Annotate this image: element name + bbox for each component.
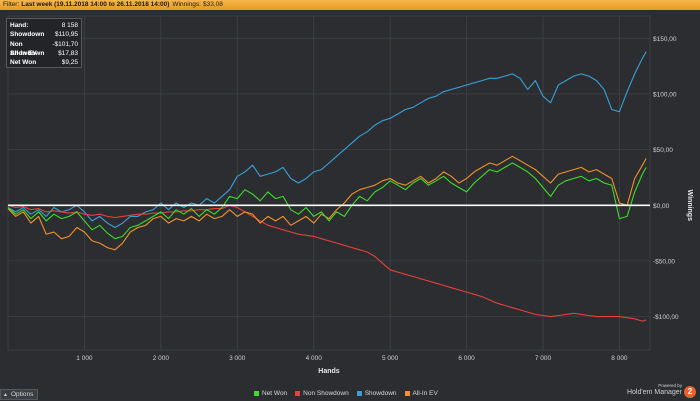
stat-value: $110,95 — [54, 31, 78, 39]
legend-label: All-In EV — [412, 389, 438, 397]
chart-grid — [7, 15, 651, 351]
x-tick-label: 3 000 — [229, 355, 246, 362]
x-tick-label: 8 000 — [611, 355, 628, 362]
series-line-net-won — [7, 162, 647, 240]
stat-label: Non Showdown — [10, 40, 45, 57]
stat-row-all-in-ev: All-In EV $17,83 — [10, 49, 78, 58]
x-tick-label: 7 000 — [535, 355, 552, 362]
winnings-value: $33,08 — [202, 1, 223, 8]
filter-label: Filter: — [3, 1, 20, 8]
stat-row-hands: Hand: 8 158 — [10, 21, 78, 30]
stat-label: Net Won — [10, 59, 37, 67]
stat-label: Showdown — [10, 31, 45, 39]
y-axis-label: Winnings — [686, 190, 693, 222]
legend-label: Net Won — [262, 389, 288, 397]
series-line-showdown — [7, 51, 647, 229]
stats-box: Hand: 8 158 Showdown $110,95 Non Showdow… — [6, 18, 82, 68]
filter-value: Last week (19.11.2018 14:00 to 26.11.201… — [21, 1, 170, 8]
y-tick-label: $50,00 — [653, 147, 673, 154]
brand: Powered by Hold'em Manager — [627, 383, 682, 397]
chart-axes: 1 000 2 000 3 000 4 000 5 000 6 000 7 000 8 000… — [8, 36, 693, 375]
legend-item-all-in-ev[interactable]: All-In EV — [404, 389, 438, 397]
legend-label: Non Showdown — [303, 389, 349, 397]
x-tick-label: 2 000 — [153, 355, 170, 362]
options-label: Options — [10, 391, 34, 398]
series-line-all-in-ev — [7, 155, 647, 251]
y-tick-label: $150,00 — [653, 36, 677, 43]
chart-series — [7, 51, 647, 322]
x-tick-label: 5 000 — [382, 355, 399, 362]
options-button[interactable]: ▲ Options — [0, 389, 38, 400]
stat-row-showdown: Showdown $110,95 — [10, 30, 78, 39]
filter-bar[interactable]: Filter: Last week (19.11.2018 14:00 to 26… — [0, 0, 700, 10]
legend-swatch — [295, 390, 301, 396]
stat-value: $17,83 — [58, 49, 78, 57]
series-line-non-showdown — [7, 204, 647, 322]
holdem-manager-logo-icon: 2 — [684, 386, 696, 398]
x-tick-label: 6 000 — [458, 355, 475, 362]
stat-label: All-In EV — [10, 49, 37, 57]
stat-value: -$101,70 — [52, 40, 78, 48]
legend-item-showdown[interactable]: Showdown — [356, 389, 397, 397]
stat-value: 8 158 — [61, 22, 78, 29]
stat-label: Hand: — [10, 22, 29, 29]
x-axis-label: Hands — [318, 368, 340, 375]
legend-item-non-showdown[interactable]: Non Showdown — [295, 390, 349, 397]
chart-legend: Net Won Non Showdown Showdown All-In EV — [254, 388, 446, 398]
y-tick-label: $100,00 — [653, 91, 677, 98]
stat-row-net-won: Net Won $9,25 — [10, 58, 78, 67]
stat-value: $9,25 — [61, 59, 78, 67]
legend-swatch — [254, 390, 259, 396]
legend-label: Showdown — [364, 389, 397, 397]
legend-swatch — [404, 390, 410, 396]
legend-item-net-won[interactable]: Net Won — [254, 390, 287, 397]
winnings-chart[interactable]: 1 000 2 000 3 000 4 000 5 000 6 000 7 000 8 000… — [0, 10, 700, 388]
x-tick-label: 1 000 — [76, 355, 93, 362]
plot-frame — [7, 15, 651, 351]
triangle-up-icon: ▲ — [3, 392, 8, 398]
winnings-label: Winnings: — [172, 1, 201, 8]
brand-name: Hold'em Manager — [626, 389, 682, 396]
x-tick-label: 4 000 — [306, 355, 323, 362]
legend-swatch — [356, 390, 362, 396]
y-tick-label: -$50,00 — [653, 258, 675, 265]
stat-row-non-showdown: Non Showdown -$101,70 — [10, 40, 78, 57]
y-tick-label: $0,00 — [653, 203, 670, 210]
y-tick-label: -$100,00 — [653, 314, 679, 321]
brand-powered-by: Powered by — [658, 383, 682, 388]
